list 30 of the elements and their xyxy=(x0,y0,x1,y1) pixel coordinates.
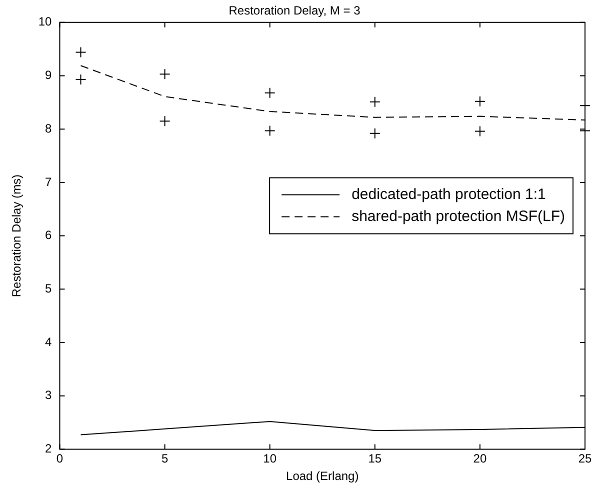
point xyxy=(369,128,380,139)
x-tick-label: 10 xyxy=(263,452,277,466)
point xyxy=(75,46,86,58)
y-tick-label: 6 xyxy=(45,228,52,242)
y-tick-label: 7 xyxy=(45,174,52,189)
point xyxy=(75,74,86,85)
point xyxy=(369,96,380,108)
point xyxy=(264,125,276,136)
y-axis-title: Restoration Delay (ms) xyxy=(10,174,24,298)
y-tick-label: 5 xyxy=(45,281,52,296)
x-axis-title: Load (Erlang) xyxy=(286,469,359,484)
point xyxy=(264,87,276,98)
legend-label: dedicated-path protection 1:1 xyxy=(352,186,546,203)
x-tick-label: 15 xyxy=(368,452,382,466)
y-tick-label: 8 xyxy=(45,121,52,136)
point xyxy=(474,126,486,137)
x-tick-label: 5 xyxy=(161,452,168,466)
y-tick-label: 10 xyxy=(38,14,52,29)
x-tick-label: 20 xyxy=(473,452,487,466)
point xyxy=(159,68,170,80)
y-tick-label: 9 xyxy=(45,68,52,82)
y-tick-label: 2 xyxy=(45,442,52,456)
y-tick-label: 3 xyxy=(45,388,52,402)
x-tick-label: 25 xyxy=(578,452,592,466)
point xyxy=(474,96,486,107)
y-tick-label: 4 xyxy=(45,334,52,349)
point xyxy=(159,116,170,127)
legend-label: shared-path protection MSF(LF) xyxy=(352,208,566,225)
chart-title: Restoration Delay, M = 3 xyxy=(228,4,361,18)
x-tick-label: 0 xyxy=(56,452,64,466)
